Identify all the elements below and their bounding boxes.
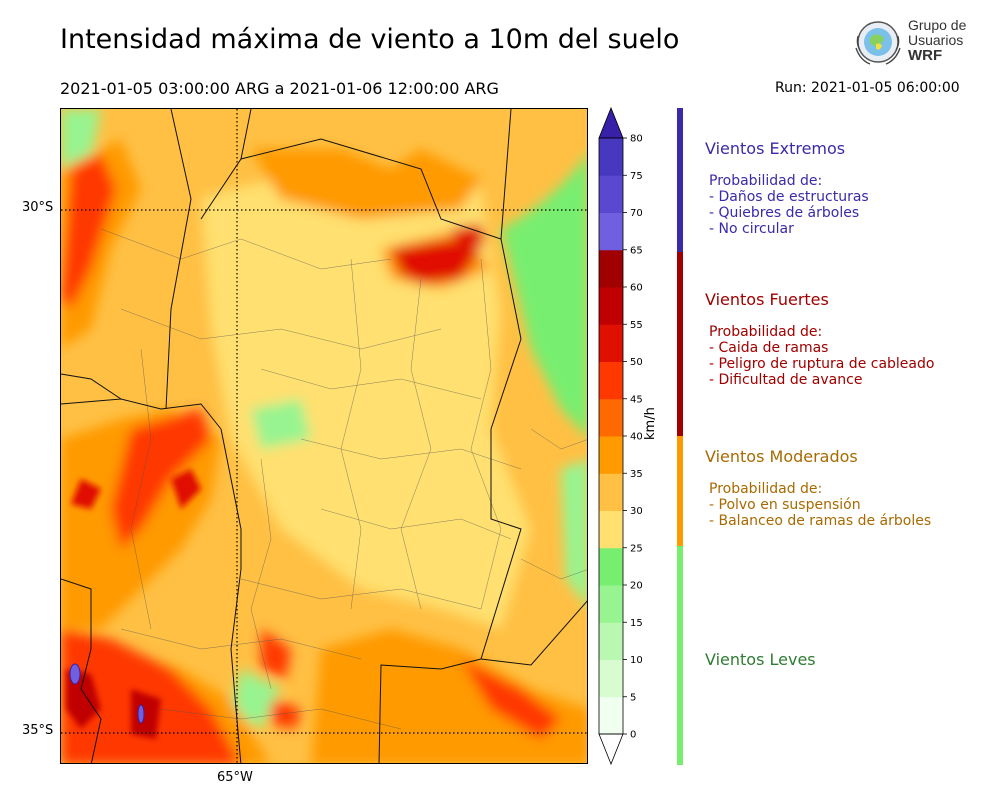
wind-field [61, 109, 587, 763]
colorbar-tick-label: 55 [630, 320, 643, 331]
graticule [61, 109, 587, 763]
colorbar-bin [599, 249, 623, 288]
lat-label-30s: 30°S [22, 200, 54, 215]
lat-label-35s: 35°S [22, 723, 54, 738]
colorbar-bin [599, 436, 623, 474]
colorbar-tick-label: 0 [630, 730, 636, 741]
category-title-extremos: Vientos Extremos [705, 139, 846, 158]
extreme-wind-spot [69, 663, 81, 685]
run-time: Run: 2021-01-05 06:00:00 [775, 80, 960, 96]
colorbar-tick-label: 35 [630, 469, 643, 480]
wind-peaks [66, 469, 201, 739]
grupo-usuarios-wrf-logo: Grupo de Usuarios WRF [848, 14, 978, 74]
category-desc-extremos: Probabilidad de: - Daños de estructuras … [709, 173, 869, 237]
globe-icon [855, 21, 901, 65]
chart-title: Intensidad máxima de viento a 10m del su… [60, 24, 680, 55]
colorbar-tick-label: 60 [630, 283, 643, 294]
colorbar-tick-label: 30 [630, 506, 643, 517]
colorbar-bin [599, 398, 623, 437]
colorbar-bin [599, 361, 623, 400]
category-bar-fuertes [677, 252, 683, 436]
wind-map [60, 108, 588, 764]
colorbar-bin [599, 547, 623, 586]
colorbar-bin [599, 473, 623, 511]
colorbar-bin [599, 324, 623, 362]
colorbar-bin [599, 287, 623, 325]
desc-line: - No circular [709, 221, 794, 237]
colorbar-tick-label: 45 [630, 394, 643, 405]
colorbar-tick-label: 80 [630, 134, 643, 145]
desc-line: - Daños de estructuras [709, 189, 869, 205]
category-title-moderados: Vientos Moderados [705, 447, 858, 466]
colorbar-bin [599, 696, 623, 735]
logo-line-3: WRF [908, 47, 943, 64]
logo-text: Grupo de Usuarios WRF [908, 17, 967, 64]
category-bar-extremos [677, 108, 683, 252]
colorbar-tick-label: 50 [630, 357, 643, 368]
colorbar-tick-label: 65 [630, 245, 643, 256]
colorbar-tick-label: 25 [630, 543, 643, 554]
colorbar-units: km/h [643, 407, 658, 440]
desc-line: - Polvo en suspensión [709, 497, 861, 513]
extreme-wind-spot [137, 704, 145, 724]
category-bar-leves [677, 546, 683, 765]
colorbar-extend-min [598, 733, 624, 766]
desc-line: - Balanceo de ramas de árboles [709, 513, 932, 529]
colorbar-bin [599, 212, 623, 251]
category-title-fuertes: Vientos Fuertes [705, 290, 829, 309]
desc-line: - Peligro de ruptura de cableado [709, 356, 935, 372]
colorbar-bin [599, 622, 623, 660]
category-desc-moderados: Probabilidad de: - Polvo en suspensión -… [709, 481, 931, 529]
forecast-period: 2021-01-05 03:00:00 ARG a 2021-01-06 12:… [60, 79, 499, 98]
category-bar-moderados [677, 436, 683, 546]
colorbar-extend-max [598, 106, 624, 139]
desc-line: - Quiebres de árboles [709, 205, 860, 221]
logo-line-1: Grupo de [908, 17, 967, 33]
colorbar-tick-label: 10 [630, 655, 643, 666]
colorbar-bin [599, 659, 623, 698]
logo-line-2: Usuarios [908, 32, 964, 48]
desc-line: Probabilidad de: [709, 481, 823, 497]
lon-label-65w: 65°W [217, 770, 253, 785]
colorbar-tick-label: 5 [630, 692, 636, 703]
colorbar-tick-label: 75 [630, 171, 643, 182]
colorbar-tick-label: 15 [630, 618, 643, 629]
wind-colorbar: 0 5 10 15 20 25 30 35 40 45 50 55 60 65 70 75 80 [596, 104, 656, 769]
desc-line: - Dificultad de avance [709, 372, 863, 388]
category-desc-fuertes: Probabilidad de: - Caida de ramas - Peli… [709, 324, 934, 388]
desc-line: - Caida de ramas [709, 340, 829, 356]
colorbar-tick-label: 20 [630, 581, 643, 592]
colorbar-bin [599, 175, 623, 213]
colorbar-bin [599, 510, 623, 549]
desc-line: Probabilidad de: [709, 173, 823, 189]
colorbar-bin [599, 138, 623, 176]
colorbar-tick-label: 40 [630, 432, 643, 443]
colorbar-bin [599, 585, 623, 623]
colorbar-tick-label: 70 [630, 208, 643, 219]
desc-line: Probabilidad de: [709, 324, 823, 340]
department-boundaries [100, 228, 587, 730]
category-title-leves: Vientos Leves [705, 650, 816, 669]
